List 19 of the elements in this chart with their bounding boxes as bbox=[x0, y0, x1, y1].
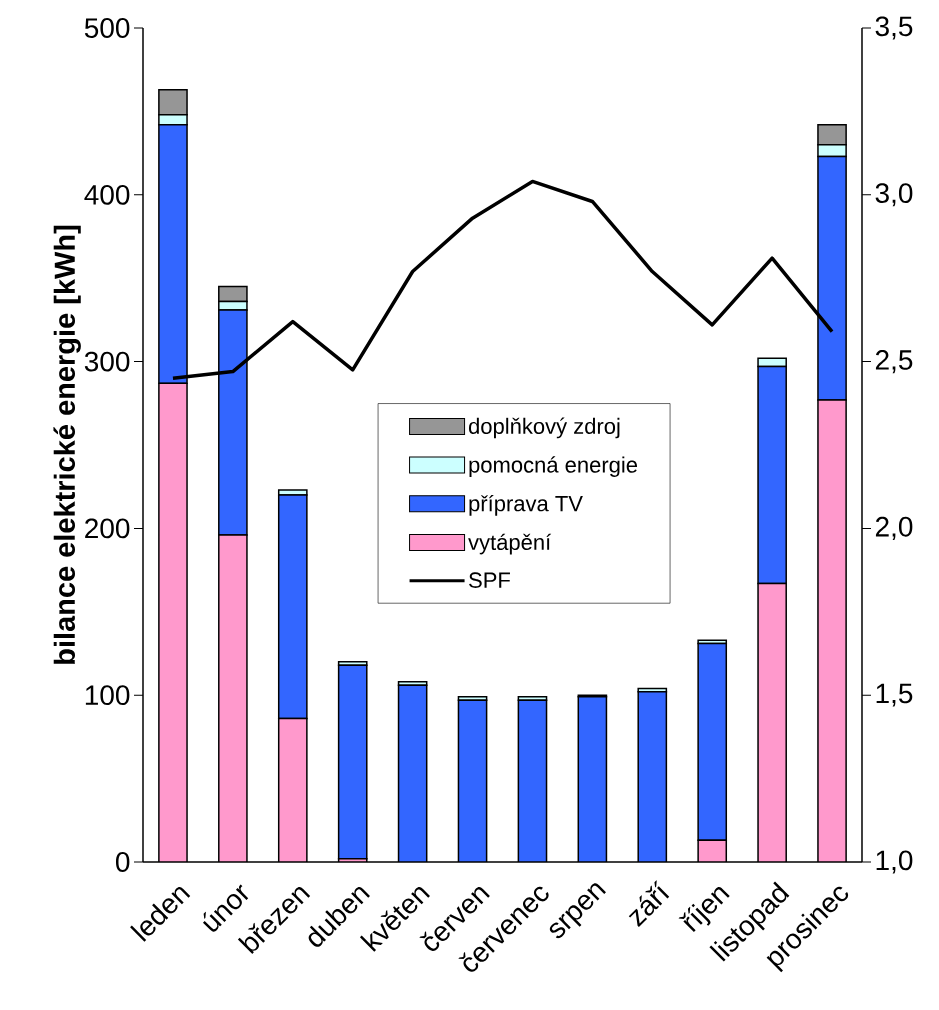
legend-label: pomocná energie bbox=[469, 456, 638, 478]
legend-label: vytápění bbox=[468, 533, 552, 555]
y2-tick-label: 3,5 bbox=[875, 16, 913, 40]
y-tick-label: 0 bbox=[116, 852, 130, 872]
legend-label: příprava TV bbox=[469, 494, 583, 516]
y-tick-label: 300 bbox=[84, 351, 130, 372]
y2-tick-label: 1,0 bbox=[876, 850, 913, 874]
y-axis-title: bilance elektrické energie [kWh] bbox=[53, 225, 81, 664]
y2-tick-label: 2,0 bbox=[875, 516, 913, 540]
y-tick-label: 100 bbox=[85, 685, 130, 706]
x-tick-label: září bbox=[628, 880, 670, 928]
y2-tick-label: 1,5 bbox=[876, 683, 913, 707]
y2-tick-label: 3,0 bbox=[875, 183, 913, 207]
y2-tick-label: 2,5 bbox=[875, 350, 913, 374]
legend-label: SPF bbox=[469, 572, 510, 588]
y-tick-label: 200 bbox=[85, 518, 130, 539]
y-tick-label: 500 bbox=[84, 18, 130, 38]
y-tick-label: 400 bbox=[84, 184, 130, 205]
legend-label: doplňkový zdroj bbox=[468, 417, 620, 439]
